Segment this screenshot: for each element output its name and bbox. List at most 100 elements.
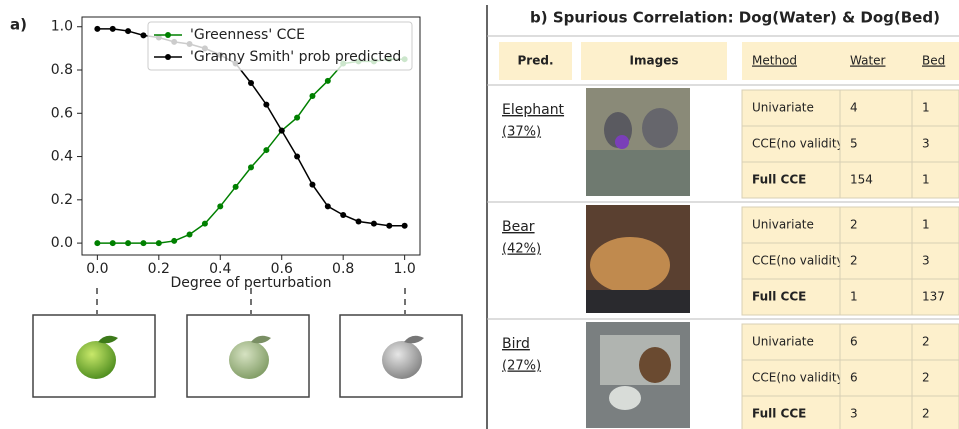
- series-point: [324, 203, 331, 210]
- x-axis-label: Degree of perturbation: [170, 275, 331, 291]
- series-point: [263, 101, 270, 108]
- table-cell: [911, 278, 959, 316]
- cell-text: Full CCE: [752, 407, 806, 421]
- cell-text: 2: [922, 407, 930, 421]
- series-point: [171, 237, 178, 244]
- x-tick-label: 0.4: [209, 261, 231, 277]
- series-point: [232, 183, 239, 190]
- cell-text: 3: [922, 254, 930, 268]
- table-cell: [839, 278, 913, 316]
- series-point: [140, 32, 147, 39]
- header-cell: [499, 42, 572, 80]
- series-point: [248, 164, 254, 171]
- table-cell: [741, 206, 841, 244]
- series-point: [401, 222, 408, 229]
- cell-text: 2: [922, 335, 930, 349]
- series-point: [94, 240, 101, 247]
- series-point: [94, 25, 101, 32]
- connectors: [96, 288, 406, 314]
- dog-images: [586, 88, 690, 428]
- y-tick-label: 0.8: [51, 62, 73, 78]
- series-point: [340, 211, 347, 218]
- series-point: [278, 127, 285, 134]
- pred-percent: (37%): [502, 125, 541, 140]
- cell-text: 1: [922, 218, 930, 232]
- table-cell: [741, 278, 841, 316]
- series-point: [324, 77, 331, 84]
- cell-text: Full CCE: [752, 290, 806, 304]
- y-tick-label: 0.0: [51, 235, 73, 251]
- cell-text: 4: [850, 101, 858, 115]
- table-cell: [911, 242, 959, 280]
- cell-text: 3: [922, 137, 930, 151]
- series-point: [201, 220, 208, 227]
- table-cell: [911, 125, 959, 163]
- pred-label: Bear: [502, 219, 535, 235]
- cell-text: 1: [922, 173, 930, 187]
- cell-text: 6: [850, 335, 858, 349]
- table-cell: [741, 161, 841, 199]
- cell-text: CCE(no validity): [752, 371, 848, 385]
- cell-text: Univariate: [752, 335, 814, 349]
- legend-label: 'Granny Smith' prob predicted: [190, 49, 401, 65]
- series-point: [217, 203, 224, 210]
- header-label: Water: [850, 54, 886, 68]
- x-tick-label: 0.2: [148, 261, 170, 277]
- x-tick-label: 0.6: [271, 261, 293, 277]
- table-cell: [839, 125, 913, 163]
- series-point: [186, 231, 193, 238]
- cell-text: 1: [850, 290, 858, 304]
- cell-text: CCE(no validity): [752, 254, 848, 268]
- header-label: Images: [630, 54, 679, 68]
- table-title: b) Spurious Correlation: Dog(Water) & Do…: [530, 9, 940, 27]
- cell-text: Univariate: [752, 218, 814, 232]
- pred-percent: (27%): [502, 359, 541, 374]
- cell-text: 2: [850, 218, 858, 232]
- header-cell: [840, 42, 912, 80]
- cell-text: 2: [850, 254, 858, 268]
- series-point: [386, 222, 393, 229]
- y-tick-label: 0.4: [51, 149, 73, 165]
- header-label: Bed: [922, 54, 945, 68]
- table-cell: [741, 395, 841, 429]
- table-cell: [911, 161, 959, 199]
- legend-swatch-point: [165, 54, 171, 60]
- series-point: [125, 28, 132, 35]
- pred-label: Elephant: [502, 102, 565, 118]
- legend-swatch-point: [165, 32, 171, 38]
- panel-label: a): [10, 16, 27, 34]
- series-point: [248, 79, 254, 86]
- table-cell: [839, 89, 913, 127]
- pred-label: Bird: [502, 336, 530, 352]
- x-tick-label: 1.0: [394, 261, 416, 277]
- series-point: [294, 153, 301, 160]
- series-point: [309, 92, 316, 99]
- legend-label: 'Greenness' CCE: [190, 27, 305, 43]
- table-cell: [911, 395, 959, 429]
- table-cell: [911, 323, 959, 361]
- cell-text: CCE(no validity): [752, 137, 848, 151]
- table-cell: [911, 359, 959, 397]
- header-cell: [742, 42, 840, 80]
- cell-text: Full CCE: [752, 173, 806, 187]
- header-label: Pred.: [518, 54, 554, 68]
- table-cell: [741, 125, 841, 163]
- cell-text: 6: [850, 371, 858, 385]
- cell-text: 3: [850, 407, 858, 421]
- table-cell: [911, 206, 959, 244]
- cell-text: 137: [922, 290, 945, 304]
- y-tick-label: 1.0: [51, 19, 73, 35]
- legend-box: [147, 21, 413, 71]
- table-cell: [741, 359, 841, 397]
- series-point: [309, 181, 316, 188]
- cell-text: 2: [922, 371, 930, 385]
- series-point: [109, 240, 116, 247]
- y-tick-label: 0.2: [51, 192, 73, 208]
- series-point: [263, 147, 270, 154]
- x-tick-label: 0.8: [332, 261, 354, 277]
- cell-text: 5: [850, 137, 858, 151]
- series-point: [294, 114, 301, 121]
- series-point: [125, 240, 132, 247]
- cell-text: 154: [850, 173, 873, 187]
